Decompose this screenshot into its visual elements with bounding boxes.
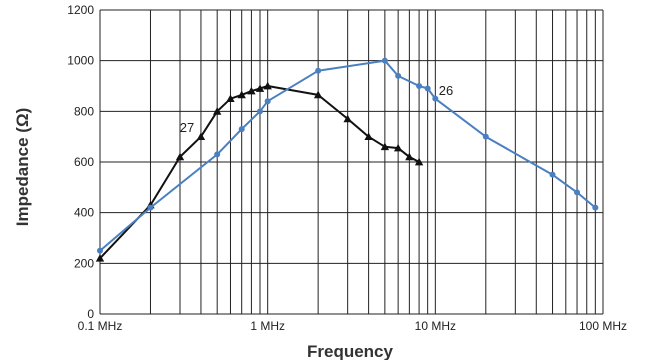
data-point-triangle xyxy=(95,254,105,262)
chart-grid xyxy=(99,9,604,315)
y-tick-label: 600 xyxy=(74,155,94,169)
data-point-circle xyxy=(97,247,103,254)
data-point-triangle xyxy=(380,142,390,151)
data-point-triangle xyxy=(414,157,424,166)
data-point-circle xyxy=(381,57,388,64)
data-point-triangle xyxy=(364,132,373,141)
x-tick-label: 0.1 MHz xyxy=(78,319,123,333)
data-point-circle xyxy=(256,108,263,115)
data-point-circle xyxy=(238,126,245,133)
data-point-circle xyxy=(214,151,221,158)
y-tick-label: 400 xyxy=(74,206,94,220)
data-point-triangle xyxy=(196,132,206,141)
data-point-triangle xyxy=(247,86,256,95)
data-point-triangle xyxy=(175,152,185,161)
data-point-circle xyxy=(424,85,431,92)
y-tick-labels: 0 200 400 600 800 1000 1200 xyxy=(67,3,94,321)
data-point-circle xyxy=(549,171,556,178)
y-tick-label: 200 xyxy=(74,256,94,270)
y-axis-title: Impedance (Ω) xyxy=(13,108,32,227)
data-point-circle xyxy=(482,133,489,140)
data-point-triangle xyxy=(263,81,272,90)
data-point-triangle xyxy=(313,90,323,99)
data-point-circle xyxy=(264,98,271,105)
data-point-circle xyxy=(432,95,439,102)
data-point-circle xyxy=(395,72,402,79)
y-tick-label: 800 xyxy=(74,104,94,118)
data-point-triangle xyxy=(226,94,235,103)
y-tick-label: 0 xyxy=(87,307,94,321)
y-tick-label: 1000 xyxy=(67,54,94,68)
data-point-circle xyxy=(315,67,322,74)
data-point-triangle xyxy=(405,152,414,161)
series-label-27: 27 xyxy=(180,120,194,135)
data-point-triangle xyxy=(343,114,352,123)
data-point-circle xyxy=(416,83,423,89)
data-point-triangle xyxy=(255,84,265,92)
x-axis-title: Frequency xyxy=(307,342,394,360)
data-point-circle xyxy=(147,204,154,211)
series-layer: 27 26 xyxy=(95,57,599,262)
data-point-triangle xyxy=(393,143,403,152)
data-point-circle xyxy=(574,189,581,196)
x-tick-label: 1 MHz xyxy=(250,319,285,333)
data-point-triangle xyxy=(212,107,222,115)
y-tick-label: 1200 xyxy=(67,3,94,17)
data-point-circle xyxy=(592,204,599,211)
series-line-26 xyxy=(99,59,596,252)
x-tick-labels: 0.1 MHz 1 MHz 10 MHz 100 MHz xyxy=(78,319,627,333)
data-point-triangle xyxy=(237,90,246,99)
x-tick-label: 100 MHz xyxy=(579,319,627,333)
x-tick-label: 10 MHz xyxy=(415,319,456,333)
series-label-26: 26 xyxy=(439,83,453,98)
